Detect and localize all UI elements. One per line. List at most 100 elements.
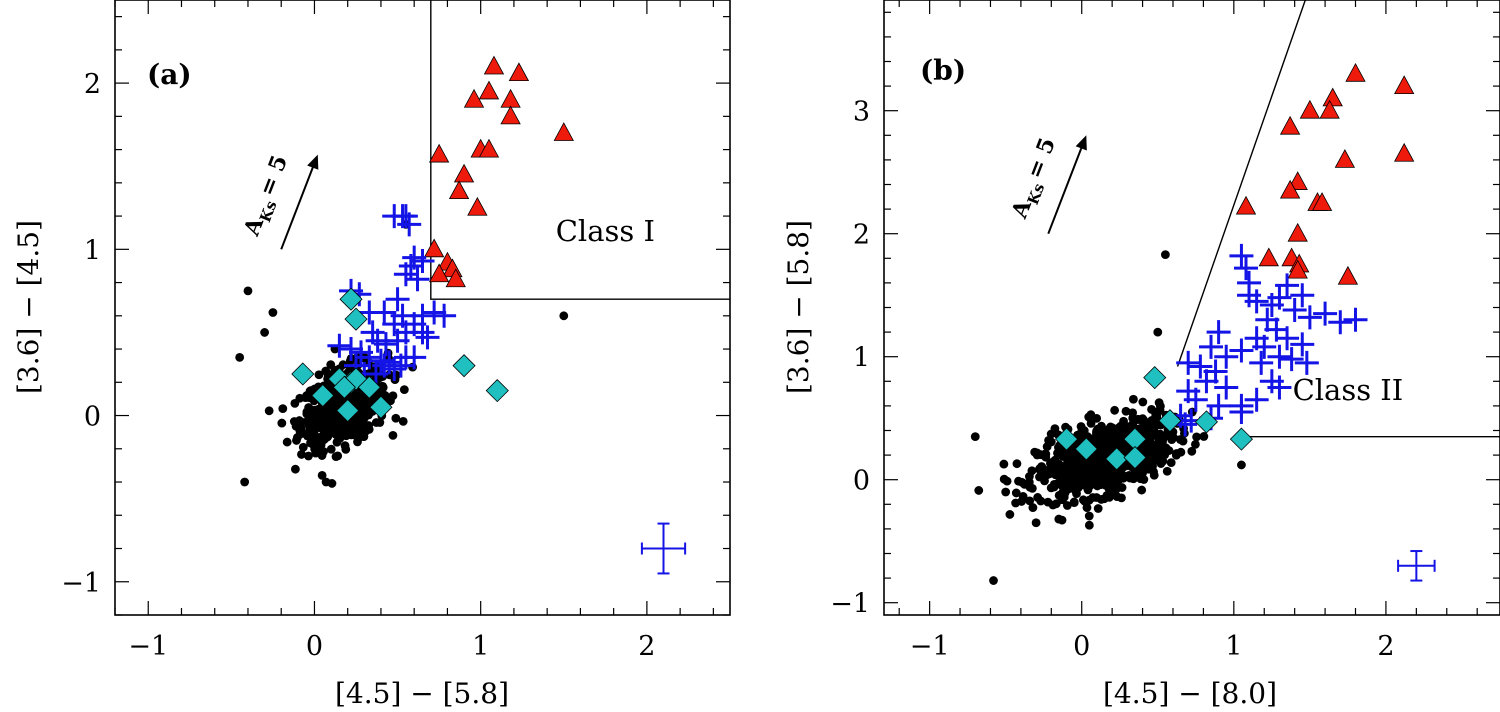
class-i-triangle-point	[1394, 142, 1415, 162]
transition-disk-diamond-point	[1054, 427, 1079, 451]
class-ii-plus-point	[1343, 307, 1368, 332]
y-tick-label: −1	[61, 568, 101, 599]
field-star-point	[1102, 490, 1112, 500]
field-star-point	[1166, 458, 1176, 468]
field-star-point	[1032, 450, 1042, 460]
x-tick-label: 1	[472, 631, 489, 662]
field-star-point	[1129, 394, 1138, 404]
class-i-triangle-point	[453, 163, 475, 183]
field-star-point	[1082, 503, 1092, 512]
class-i-triangle-point	[1394, 75, 1415, 94]
field-star-point	[334, 430, 344, 440]
x-tick-label: 0	[1073, 631, 1090, 662]
field-star-point	[1199, 432, 1209, 441]
class-ii-plus-point	[373, 332, 398, 357]
extinction-arrow-head	[307, 154, 319, 170]
field-star-point	[311, 405, 320, 415]
class-i-triangle-point	[445, 268, 466, 288]
field-star-point	[282, 437, 292, 447]
field-star-point	[1033, 493, 1043, 502]
field-star-point	[1138, 414, 1147, 424]
field-star-point	[1078, 495, 1088, 505]
field-star-point	[1069, 497, 1079, 507]
class-ii-plus-point	[1267, 375, 1292, 400]
class-i-triangle-point	[478, 138, 500, 158]
class-ii-plus-point	[1249, 350, 1274, 375]
field-star-point	[303, 431, 312, 441]
boundary-lines-b	[1176, 0, 1500, 438]
class-ii-plus-point	[1214, 344, 1239, 369]
class-ii-plus-point	[422, 300, 447, 325]
region-label-class-ii: Class II	[1293, 373, 1404, 407]
extinction-arrow-head	[1075, 135, 1087, 151]
class-i-triangle-point	[467, 196, 488, 216]
class-i-triangle-point	[423, 238, 445, 258]
class-ii-plus-point	[1194, 369, 1219, 394]
field-star-point	[1162, 466, 1172, 476]
y-axis-label-b: [3.6] − [5.8]	[782, 220, 815, 394]
class-ii-plus-point	[1297, 305, 1322, 330]
x-axis-label-b: [4.5] − [8.0]	[1103, 677, 1277, 710]
class-ii-plus-point	[1275, 273, 1300, 298]
field-star-point	[297, 450, 306, 459]
field-star-point	[1093, 479, 1103, 489]
class-ii-plus-point	[415, 325, 440, 350]
field-star-point	[1121, 406, 1131, 416]
class-ii-plus-point	[357, 345, 382, 370]
extinction-arrow-line	[280, 161, 316, 250]
extinction-vector-b: AKs= 5	[1006, 134, 1087, 235]
transition-disk-diamond-point	[369, 395, 393, 419]
x-axis-label-a: [4.5] − [5.8]	[335, 677, 509, 710]
field-star-point	[1024, 477, 1034, 487]
class-ii-plus-point	[385, 287, 410, 312]
field-star-point	[1062, 476, 1072, 486]
class-i-triangle-point	[1334, 149, 1356, 168]
field-star-point	[1088, 469, 1098, 479]
field-star-point	[1153, 327, 1163, 337]
axis-ticks-a: −1 0 1 2 −1 0 1 2	[61, 0, 730, 662]
field-star-point	[399, 385, 409, 395]
class-ii-plus-point	[372, 300, 397, 325]
field-star-point	[316, 417, 325, 427]
class-ii-plus-point	[1290, 332, 1315, 357]
class-i-triangle-point	[553, 122, 574, 141]
field-star-point	[290, 398, 300, 408]
field-star-point	[304, 451, 313, 461]
transition-disk-diamond-point	[1074, 437, 1098, 461]
class-ii-plus-point	[363, 361, 388, 386]
class-i-triangle-point	[1319, 99, 1340, 119]
class-boundary-line	[430, 0, 730, 300]
field-star-point	[321, 477, 331, 487]
class-ii-plus-point	[1244, 289, 1269, 314]
field-star-point	[1151, 444, 1161, 453]
transition-disk-diamond-point	[1158, 409, 1182, 433]
class-ii-plus-point	[1229, 400, 1254, 425]
field-star-point	[1048, 500, 1058, 510]
field-star-point	[357, 405, 367, 414]
field-star-point	[1057, 515, 1067, 525]
field-star-point	[1145, 461, 1155, 470]
field-star-point	[1045, 464, 1055, 474]
extinction-label: AKs= 5	[1006, 134, 1065, 224]
field-star-point	[1088, 493, 1098, 502]
class-i-triangle-point	[1345, 62, 1366, 82]
x-tick-label: 1	[1225, 631, 1242, 662]
field-star-point	[1152, 411, 1162, 421]
class-i-triangle-point	[500, 105, 521, 125]
field-star-point	[235, 352, 245, 362]
field-star-point	[1138, 397, 1148, 407]
class-ii-plus-point	[1244, 387, 1269, 412]
class-ii-plus-point	[388, 353, 413, 378]
field-star-point	[1095, 459, 1105, 469]
field-star-point	[388, 430, 398, 440]
extinction-vector-a: AKs= 5	[238, 152, 319, 250]
class-ii-plus-point	[1234, 256, 1258, 281]
class-i-triangle-point	[428, 263, 450, 283]
field-star-point	[1070, 454, 1080, 463]
plot-frame-a	[114, 0, 731, 616]
y-tick-label: 2	[84, 69, 101, 100]
class-ii-plus-point	[1294, 350, 1319, 375]
field-star-point	[371, 418, 381, 427]
class-ii-plus-point	[410, 248, 435, 273]
transition-disk-diamond-point	[332, 375, 356, 399]
